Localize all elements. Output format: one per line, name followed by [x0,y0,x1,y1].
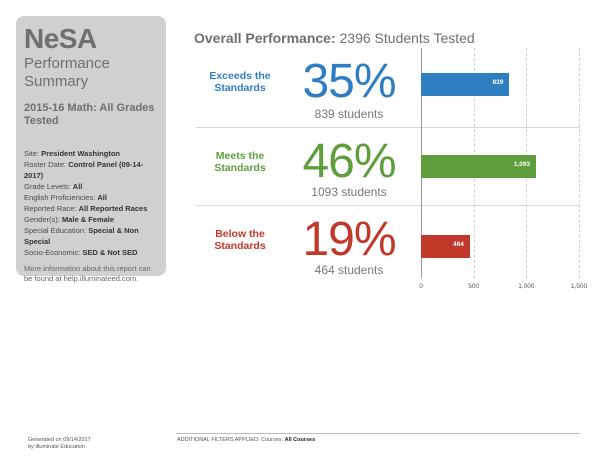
bar-below: 464 [421,235,470,258]
student-count-below: 464 students [314,263,384,277]
info-english-proficiencies: English Proficiencies: All [24,193,107,202]
bar-exceeds: 839 [421,73,510,96]
more-info-text: More information about this report can b… [24,264,151,283]
performance-bar-chart: 839 1,093 464 [421,48,580,278]
page-title: Overall Performance: 2396 Students Teste… [194,30,475,46]
filter-info-list: Site: President Washington Roster Date: … [24,148,158,258]
footer-divider [176,433,580,434]
info-roster-date: Roster Date: Control Panel (09-14-2017) [24,160,144,180]
bar-value-label: 839 [492,79,504,86]
row-divider [196,205,580,206]
gridline [579,48,580,278]
percent-exceeds: 35% [302,55,396,108]
student-count-exceeds: 839 students [314,107,384,121]
row-label-below: Below the Standards [214,228,266,252]
bar-meets: 1,093 [421,155,537,178]
info-gender: Gender(s): Male & Female [24,215,115,224]
generated-note: Generated on 09/14/2017 by Illuminate Ed… [28,437,91,450]
brand-subtitle-line2: Summary [24,73,89,90]
row-label-meets: Meets the Standards [214,150,266,174]
summary-sidebar: NeSA Performance Summary 2015-16 Math: A… [16,16,166,283]
info-reported-race: Reported Race: All Reported Races [24,204,148,213]
percent-meets: 46% [302,135,396,188]
x-tick-label: 1,000 [518,283,535,290]
additional-filters: ADDITIONAL FILTERS APPLIED: Courses: All… [177,437,316,443]
test-title: 2015-16 Math: All Grades Tested [24,102,155,127]
info-socio-economic: Socio-Economic: SED & Not SED [24,248,138,257]
row-divider [196,127,580,128]
x-tick-label: 0 [419,283,423,290]
row-below: Below the Standards 19% 464 students [196,206,580,284]
x-tick-label: 500 [468,283,480,290]
info-grade-levels: Grade Levels: All [24,182,83,191]
bar-value-label: 464 [453,241,464,248]
brand-subtitle-line1: Performance [24,55,110,72]
brand-title: NeSA [24,23,97,54]
row-label-exceeds: Exceeds the Standards [209,70,271,94]
bar-value-label: 1,093 [513,161,531,168]
x-tick-label: 1,500 [570,283,588,290]
info-special-education: Special Education: Special & Non Special [24,226,139,246]
row-exceeds: Exceeds the Standards 35% 839 students [196,48,580,126]
info-site: Site: President Washington [24,149,120,158]
percent-below: 19% [302,213,396,266]
row-meets: Meets the Standards 46% 1093 students [196,128,580,206]
student-count-meets: 1093 students [311,185,387,199]
